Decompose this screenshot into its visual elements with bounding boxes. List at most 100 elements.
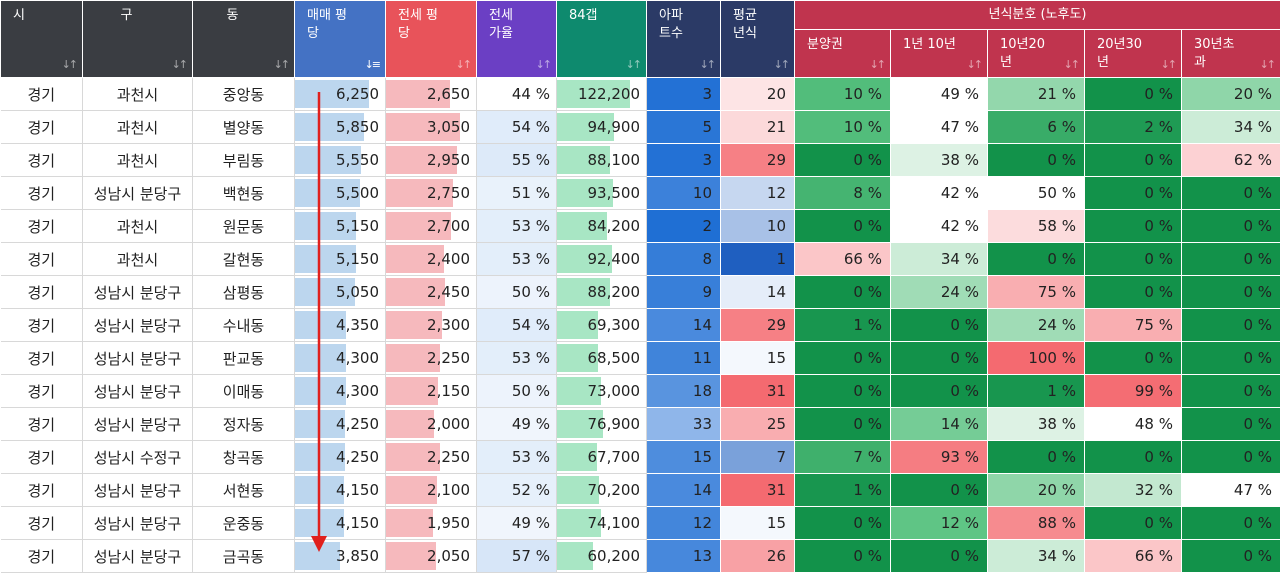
- cell-jeonse-price: 2,150: [385, 374, 477, 408]
- table-row[interactable]: 경기 성남시 분당구 정자동 4,250 2,000 49 % 76,900 33 25 0 % 1…: [0, 407, 1280, 441]
- cell-20-30: 0 %: [1084, 242, 1182, 276]
- sort-icon[interactable]: ↓↑: [869, 58, 887, 71]
- sort-icon[interactable]: ↓↑: [273, 58, 291, 71]
- cell-gap84-value: 88,100: [587, 151, 641, 169]
- cell-10-20: 50 %: [987, 176, 1085, 210]
- cell-dong: 서현동: [192, 473, 295, 507]
- sort-icon[interactable]: ↓↑: [171, 58, 189, 71]
- cell-gap84: 60,200: [556, 539, 647, 573]
- col-header-apt-count[interactable]: 아파 트수 ↓↑: [646, 0, 721, 78]
- col-header-jeonse-price[interactable]: 전세 평 당 ↓↑: [385, 0, 477, 78]
- cell-jeonse-price: 2,950: [385, 143, 477, 177]
- cell-jeonse-price: 2,300: [385, 308, 477, 342]
- col-header-gap84[interactable]: 84갭 ↓↑: [556, 0, 647, 78]
- col-header-sale-price[interactable]: 매매 평 당 ↓≡: [294, 0, 386, 78]
- sort-icon[interactable]: ↓↑: [455, 58, 473, 71]
- col-header-jeonse-ratio[interactable]: 전세 가율 ↓↑: [476, 0, 557, 78]
- table-row[interactable]: 경기 성남시 분당구 삼평동 5,050 2,450 50 % 88,200 9 14 0 % 24…: [0, 275, 1280, 309]
- cell-gap84-value: 88,200: [587, 283, 641, 301]
- cell-10-20: 21 %: [987, 77, 1085, 111]
- cell-10-20: 0 %: [987, 242, 1085, 276]
- sort-icon[interactable]: ↓↑: [625, 58, 643, 71]
- col-header-si[interactable]: 시 ↓↑: [0, 0, 83, 78]
- table-row[interactable]: 경기 성남시 분당구 운중동 4,150 1,950 49 % 74,100 12 15 0 % 1…: [0, 506, 1280, 540]
- cell-gu: 성남시 분당구: [82, 275, 193, 309]
- cell-gu: 과천시: [82, 110, 193, 144]
- cell-jeonse-price-bar: [386, 245, 445, 273]
- col-header-10-20[interactable]: 10년20 년 ↓↑: [987, 29, 1085, 78]
- cell-gu: 성남시 분당구: [82, 176, 193, 210]
- cell-presale: 7 %: [794, 440, 891, 474]
- cell-jeonse-ratio: 44 %: [476, 77, 557, 111]
- cell-sale-price: 5,850: [294, 110, 386, 144]
- cell-jeonse-price-bar: [386, 113, 460, 141]
- col-header-20-30-label: 20년30 년: [1097, 37, 1143, 70]
- col-header-jeonse-ratio-label: 전세 가율: [489, 8, 513, 41]
- cell-apt-count: 2: [646, 209, 721, 243]
- cell-gu: 과천시: [82, 242, 193, 276]
- sort-icon[interactable]: ↓↑: [773, 58, 791, 71]
- cell-gap84-bar: [557, 113, 614, 141]
- table-row[interactable]: 경기 성남시 분당구 판교동 4,300 2,250 53 % 68,500 11 15 0 % 0…: [0, 341, 1280, 375]
- cell-presale: 66 %: [794, 242, 891, 276]
- cell-sale-price-value: 5,150: [336, 250, 379, 268]
- cell-avg-age: 14: [720, 275, 795, 309]
- cell-presale: 0 %: [794, 275, 891, 309]
- cell-jeonse-price: 2,650: [385, 77, 477, 111]
- cell-30-plus: 20 %: [1181, 77, 1280, 111]
- cell-sale-price-value: 5,050: [336, 283, 379, 301]
- cell-jeonse-ratio: 50 %: [476, 275, 557, 309]
- cell-10-20: 58 %: [987, 209, 1085, 243]
- table-row[interactable]: 경기 성남시 분당구 금곡동 3,850 2,050 57 % 60,200 13 26 0 % 0…: [0, 539, 1280, 573]
- sort-icon[interactable]: ↓↑: [61, 58, 79, 71]
- col-header-gu[interactable]: 구 ↓↑: [82, 0, 193, 78]
- cell-apt-count: 8: [646, 242, 721, 276]
- col-header-avg-age[interactable]: 평균 년식 ↓↑: [720, 0, 795, 78]
- sort-icon[interactable]: ↓↑: [1160, 58, 1178, 71]
- cell-sale-price-bar: [295, 311, 347, 339]
- cell-sale-price-value: 4,300: [336, 382, 379, 400]
- cell-presale: 0 %: [794, 143, 891, 177]
- table-row[interactable]: 경기 과천시 별양동 5,850 3,050 54 % 94,900 5 21 10 % 47 % 6…: [0, 110, 1280, 144]
- col-header-30-plus[interactable]: 30년초 과 ↓↑: [1180, 29, 1280, 78]
- cell-gap84-bar: [557, 278, 610, 306]
- table-row[interactable]: 경기 성남시 분당구 수내동 4,350 2,300 54 % 69,300 14 29 1 % 0…: [0, 308, 1280, 342]
- col-header-presale[interactable]: 분양권 ↓↑: [794, 29, 891, 78]
- sort-desc-icon[interactable]: ↓≡: [364, 58, 382, 71]
- cell-1-10: 12 %: [890, 506, 988, 540]
- table-row[interactable]: 경기 과천시 갈현동 5,150 2,400 53 % 92,400 8 1 66 % 34 % 0 …: [0, 242, 1280, 276]
- table-row[interactable]: 경기 성남시 분당구 서현동 4,150 2,100 52 % 70,200 14 31 1 % 0…: [0, 473, 1280, 507]
- cell-gap84: 92,400: [556, 242, 647, 276]
- cell-gap84-bar: [557, 344, 598, 372]
- cell-presale: 1 %: [794, 473, 891, 507]
- table-row[interactable]: 경기 성남시 분당구 이매동 4,300 2,150 50 % 73,000 18 31 0 % 0…: [0, 374, 1280, 408]
- table-row[interactable]: 경기 성남시 수정구 창곡동 4,250 2,250 53 % 67,700 15 7 7 % 93…: [0, 440, 1280, 474]
- table-row[interactable]: 경기 과천시 원문동 5,150 2,700 53 % 84,200 2 10 0 % 42 % 58…: [0, 209, 1280, 243]
- sort-icon[interactable]: ↓↑: [966, 58, 984, 71]
- cell-si: 경기: [0, 506, 83, 540]
- table-row[interactable]: 경기 과천시 중앙동 6,250 2,650 44 % 122,200 3 20 10 % 49 %…: [0, 77, 1280, 111]
- cell-jeonse-price-value: 2,000: [427, 415, 470, 433]
- sort-icon[interactable]: ↓↑: [1063, 58, 1081, 71]
- cell-jeonse-ratio: 53 %: [476, 341, 557, 375]
- col-header-1-10[interactable]: 1년 10년 ↓↑: [890, 29, 988, 78]
- cell-20-30: 99 %: [1084, 374, 1182, 408]
- cell-gap84-bar: [557, 179, 613, 207]
- table-row[interactable]: 경기 성남시 분당구 백현동 5,500 2,750 51 % 93,500 10 12 8 % 4…: [0, 176, 1280, 210]
- cell-si: 경기: [0, 77, 83, 111]
- cell-gap84-bar: [557, 476, 599, 504]
- cell-apt-count: 15: [646, 440, 721, 474]
- col-header-dong[interactable]: 동 ↓↑: [192, 0, 295, 78]
- sort-icon[interactable]: ↓↑: [699, 58, 717, 71]
- table-row[interactable]: 경기 과천시 부림동 5,550 2,950 55 % 88,100 3 29 0 % 38 % 0 …: [0, 143, 1280, 177]
- cell-gap84: 69,300: [556, 308, 647, 342]
- sort-icon[interactable]: ↓↑: [1259, 58, 1277, 71]
- cell-20-30: 48 %: [1084, 407, 1182, 441]
- cell-sale-price-value: 3,850: [336, 547, 379, 565]
- cell-si: 경기: [0, 473, 83, 507]
- col-header-20-30[interactable]: 20년30 년 ↓↑: [1084, 29, 1182, 78]
- cell-gap84-value: 68,500: [587, 349, 641, 367]
- sort-icon[interactable]: ↓↑: [535, 58, 553, 71]
- table-body: 경기 과천시 중앙동 6,250 2,650 44 % 122,200 3 20 10 % 49 %…: [0, 77, 1280, 573]
- cell-si: 경기: [0, 407, 83, 441]
